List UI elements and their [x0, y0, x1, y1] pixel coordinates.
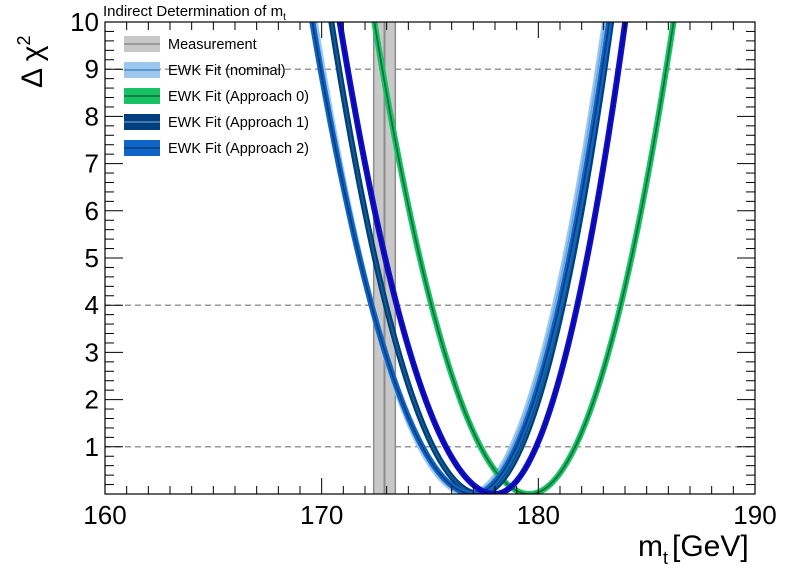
x-axis-ticks [104, 22, 756, 494]
y-tick-label: 6 [85, 196, 99, 226]
curve-line-4 [338, 22, 626, 494]
y-tick-label: 7 [85, 149, 99, 179]
y-axis-tick-labels: 1 2 3 4 5 6 7 8 9 10 [70, 7, 99, 462]
fit-curves [309, 22, 677, 494]
curve-line-1 [373, 22, 675, 494]
y-axis-ticks [105, 21, 755, 495]
x-tick-label: 190 [733, 500, 776, 530]
y-tick-label: 9 [85, 54, 99, 84]
y-tick-label: 8 [85, 101, 99, 131]
x-tick-label: 170 [300, 500, 343, 530]
legend-label: Measurement [168, 37, 257, 53]
y-axis-title: Δ χ2 [14, 36, 49, 88]
y-tick-label: 1 [85, 432, 99, 462]
curve-line-3 [311, 22, 611, 494]
y-tick-label: 3 [85, 337, 99, 367]
y-tick-label: 2 [85, 385, 99, 415]
curve-band-0 [311, 22, 608, 494]
legend-label: EWK Fit (Approach 2) [168, 141, 309, 157]
x-tick-label: 180 [517, 500, 560, 530]
legend-label: EWK Fit (nominal) [168, 63, 286, 79]
y-tick-label: 5 [85, 243, 99, 273]
y-tick-label: 4 [85, 290, 99, 320]
x-axis-tick-labels: 160 170 180 190 [83, 500, 776, 530]
x-axis-title: mt [GeV] [638, 530, 749, 568]
legend-label: EWK Fit (Approach 1) [168, 115, 309, 131]
plot-title: Indirect Determination of mt [103, 3, 286, 23]
legend: Measurement EWK Fit (nominal) EWK Fit (App… [124, 36, 309, 157]
x-tick-label: 160 [83, 500, 126, 530]
y-tick-label: 10 [70, 7, 99, 37]
legend-label: EWK Fit (Approach 0) [168, 89, 309, 105]
